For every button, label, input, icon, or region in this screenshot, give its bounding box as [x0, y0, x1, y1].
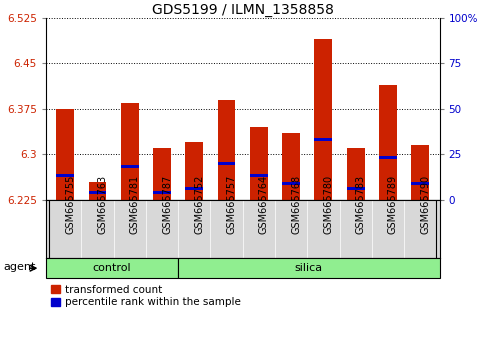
Bar	[153, 148, 171, 200]
Text: GSM665780: GSM665780	[324, 175, 333, 234]
Bar	[412, 182, 429, 185]
Bar	[250, 127, 268, 200]
Text: GSM665757: GSM665757	[227, 175, 237, 234]
Text: control: control	[93, 263, 131, 273]
Legend: transformed count, percentile rank within the sample: transformed count, percentile rank withi…	[51, 285, 241, 308]
Text: GSM665783: GSM665783	[355, 175, 366, 234]
Text: silica: silica	[295, 263, 323, 273]
Bar	[89, 182, 106, 200]
Bar	[282, 182, 300, 185]
Bar	[314, 39, 332, 200]
Bar	[412, 145, 429, 200]
Text: GSM665752: GSM665752	[194, 175, 204, 234]
Text: GSM665768: GSM665768	[291, 175, 301, 234]
Bar	[121, 165, 139, 168]
Bar	[57, 174, 74, 177]
Text: GSM665763: GSM665763	[98, 175, 108, 234]
Text: GSM665755: GSM665755	[65, 175, 75, 234]
Bar	[379, 156, 397, 159]
Text: GSM665789: GSM665789	[388, 175, 398, 234]
Text: GSM665781: GSM665781	[130, 175, 140, 234]
Bar	[121, 103, 139, 200]
Bar	[250, 174, 268, 177]
Text: agent: agent	[4, 262, 36, 272]
Text: GSM665764: GSM665764	[259, 175, 269, 234]
Bar	[379, 85, 397, 200]
Text: GSM665790: GSM665790	[420, 175, 430, 234]
Bar	[347, 187, 365, 190]
FancyBboxPatch shape	[46, 258, 178, 278]
Bar	[347, 148, 365, 200]
Title: GDS5199 / ILMN_1358858: GDS5199 / ILMN_1358858	[152, 3, 334, 17]
Text: GSM665787: GSM665787	[162, 175, 172, 234]
Bar	[153, 191, 171, 194]
Bar	[218, 162, 235, 165]
Bar	[218, 100, 235, 200]
Bar	[89, 191, 106, 194]
FancyBboxPatch shape	[178, 258, 440, 278]
Bar	[282, 133, 300, 200]
Bar	[57, 109, 74, 200]
Bar	[314, 138, 332, 141]
Bar	[185, 142, 203, 200]
Bar	[185, 187, 203, 190]
